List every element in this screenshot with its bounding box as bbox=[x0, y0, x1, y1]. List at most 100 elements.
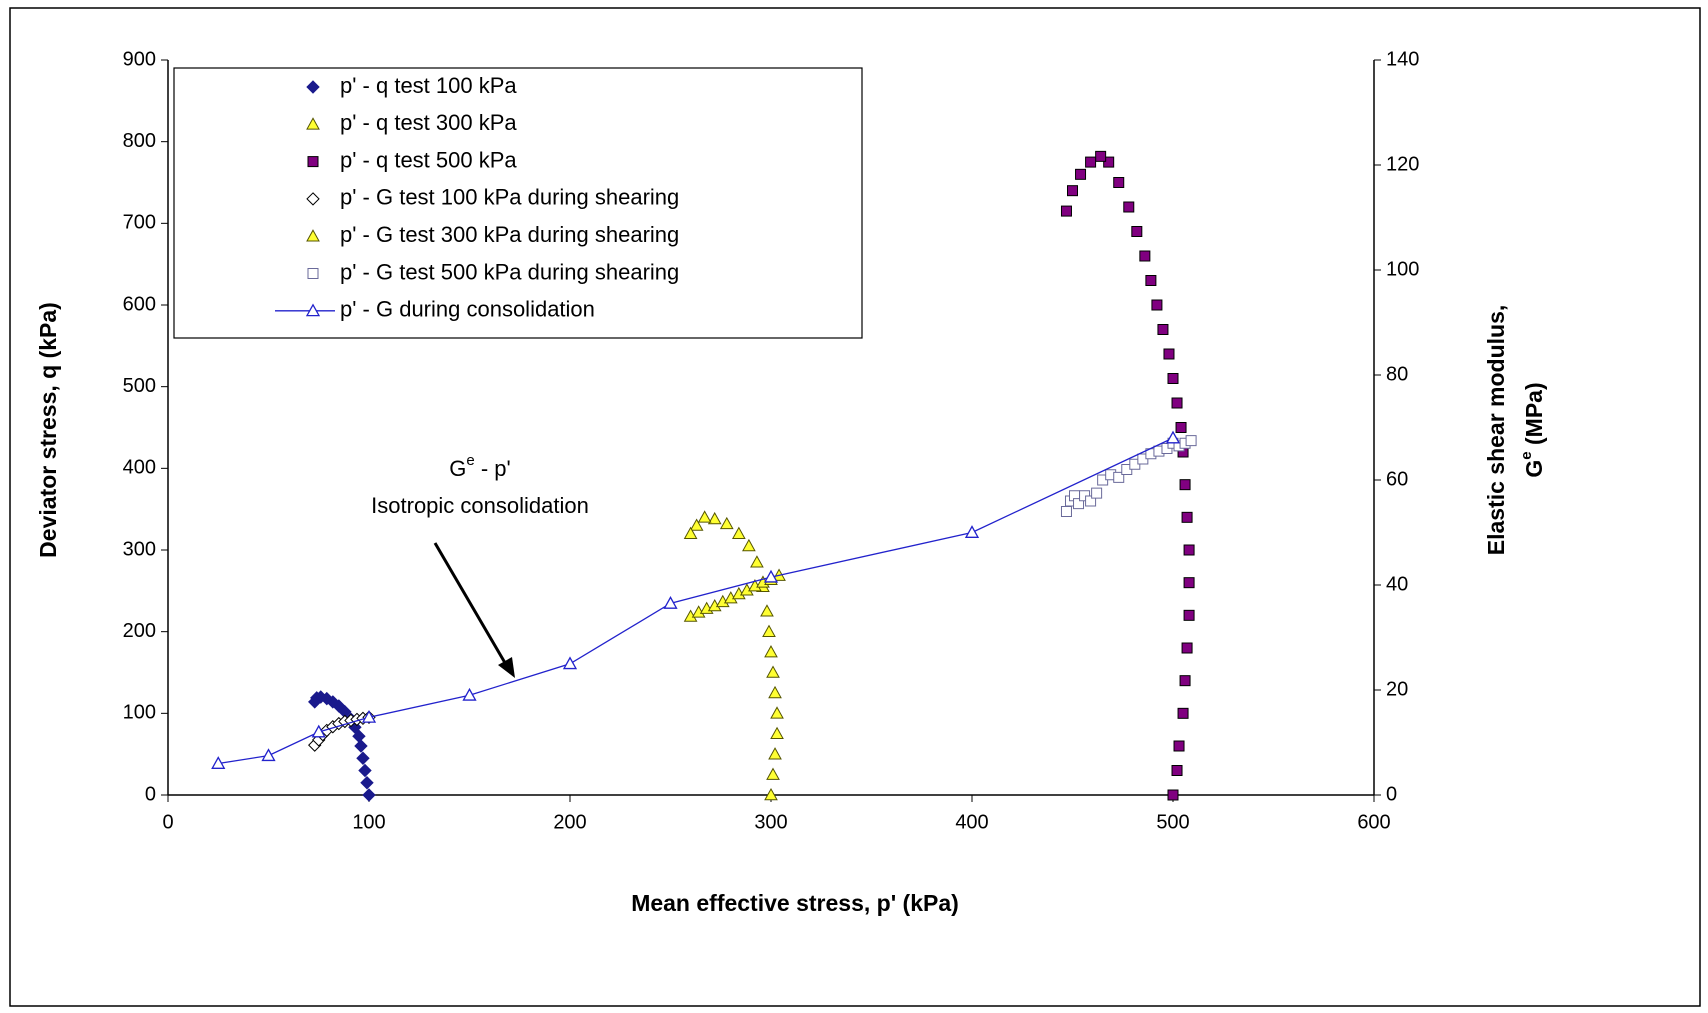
y-tick-label: 700 bbox=[123, 212, 156, 234]
marker bbox=[306, 80, 320, 94]
y-tick-label: 900 bbox=[123, 48, 156, 70]
marker bbox=[766, 767, 780, 780]
marker bbox=[306, 229, 320, 242]
marker bbox=[1183, 544, 1195, 556]
series-line bbox=[218, 437, 1174, 765]
marker bbox=[1145, 275, 1157, 286]
marker bbox=[1175, 422, 1187, 433]
x-tick-label: 400 bbox=[955, 811, 988, 833]
marker bbox=[760, 604, 774, 617]
y2-axis-title: Elastic shear modulus, bbox=[1483, 305, 1509, 556]
marker bbox=[562, 656, 578, 670]
marker bbox=[719, 516, 734, 530]
marker bbox=[766, 665, 780, 678]
marker bbox=[964, 525, 980, 538]
marker bbox=[356, 751, 370, 765]
y2-tick-label: 40 bbox=[1386, 573, 1408, 595]
marker bbox=[362, 788, 376, 802]
marker bbox=[1181, 511, 1193, 523]
y-tick-label: 600 bbox=[123, 293, 156, 315]
y2-axis-title: Ge (MPa) bbox=[1518, 382, 1547, 477]
y-tick-label: 200 bbox=[123, 620, 156, 642]
x-tick-label: 500 bbox=[1156, 811, 1189, 833]
marker bbox=[1113, 177, 1125, 188]
marker bbox=[1091, 487, 1103, 499]
marker bbox=[750, 555, 764, 568]
marker bbox=[261, 748, 276, 762]
frame bbox=[9, 7, 1701, 1007]
marker bbox=[1073, 498, 1085, 510]
y2-tick-label: 140 bbox=[1386, 48, 1419, 70]
marker bbox=[742, 538, 756, 552]
y2-tick-label: 0 bbox=[1386, 783, 1397, 805]
marker bbox=[311, 724, 326, 738]
marker bbox=[1179, 675, 1191, 687]
x-axis-title: Mean effective stress, p' (kPa) bbox=[631, 890, 959, 916]
marker bbox=[1085, 495, 1097, 507]
marker bbox=[307, 268, 319, 279]
marker bbox=[1167, 373, 1179, 384]
y-tick-label: 300 bbox=[123, 538, 156, 560]
marker bbox=[689, 518, 704, 531]
y2-tick-label: 60 bbox=[1386, 468, 1408, 490]
marker bbox=[697, 510, 712, 523]
marker bbox=[211, 756, 226, 769]
x-tick-label: 300 bbox=[754, 811, 787, 833]
marker bbox=[763, 569, 779, 583]
marker bbox=[308, 695, 322, 709]
text: - p' bbox=[475, 456, 511, 481]
marker bbox=[1067, 185, 1078, 197]
marker bbox=[1171, 765, 1183, 776]
marker bbox=[361, 709, 377, 723]
x-tick-label: 100 bbox=[352, 811, 385, 833]
marker bbox=[1060, 205, 1072, 217]
marker bbox=[683, 526, 698, 539]
legend-label: p' - q test 300 kPa bbox=[340, 110, 517, 135]
marker bbox=[305, 303, 321, 317]
marker bbox=[1157, 324, 1169, 335]
marker bbox=[1075, 168, 1087, 180]
marker bbox=[1177, 707, 1189, 719]
text: e bbox=[1518, 451, 1535, 459]
marker bbox=[770, 726, 784, 740]
legend-box bbox=[173, 67, 863, 339]
marker bbox=[1163, 348, 1175, 360]
marker bbox=[1085, 156, 1097, 168]
marker bbox=[770, 706, 784, 719]
marker bbox=[307, 156, 319, 168]
arrow-head bbox=[498, 657, 515, 678]
marker bbox=[354, 739, 368, 753]
y2-tick-label: 100 bbox=[1386, 258, 1419, 280]
marker bbox=[1165, 430, 1181, 444]
marker bbox=[1139, 250, 1151, 262]
legend-label: p' - G test 300 kPa during shearing bbox=[340, 222, 679, 247]
marker bbox=[762, 624, 776, 637]
legend-label: p' - G test 100 kPa during shearing bbox=[340, 185, 679, 210]
marker bbox=[1167, 789, 1179, 801]
y2-tick-label: 20 bbox=[1386, 678, 1408, 700]
arrow bbox=[433, 542, 510, 669]
marker bbox=[358, 763, 372, 778]
marker bbox=[306, 192, 320, 206]
marker bbox=[663, 596, 678, 609]
marker bbox=[768, 685, 782, 699]
y-tick-label: 0 bbox=[145, 783, 156, 805]
y2-tick-label: 80 bbox=[1386, 363, 1408, 385]
marker bbox=[306, 117, 320, 130]
marker bbox=[764, 787, 778, 801]
marker bbox=[1183, 577, 1195, 589]
marker bbox=[1060, 506, 1072, 517]
legend-label: p' - G during consolidation bbox=[340, 297, 595, 322]
marker bbox=[352, 729, 366, 743]
legend: p' - q test 100 kPa p' - q test 300 kPa p'… bbox=[173, 67, 863, 339]
y-tick-label: 500 bbox=[123, 375, 156, 397]
marker bbox=[764, 645, 778, 658]
annotation: Ge - p' bbox=[449, 452, 510, 481]
marker bbox=[1171, 397, 1183, 409]
x-tick-label: 600 bbox=[1357, 811, 1390, 833]
text: G bbox=[449, 456, 466, 481]
marker bbox=[1151, 299, 1163, 311]
marker bbox=[731, 526, 746, 539]
marker bbox=[1123, 201, 1135, 213]
